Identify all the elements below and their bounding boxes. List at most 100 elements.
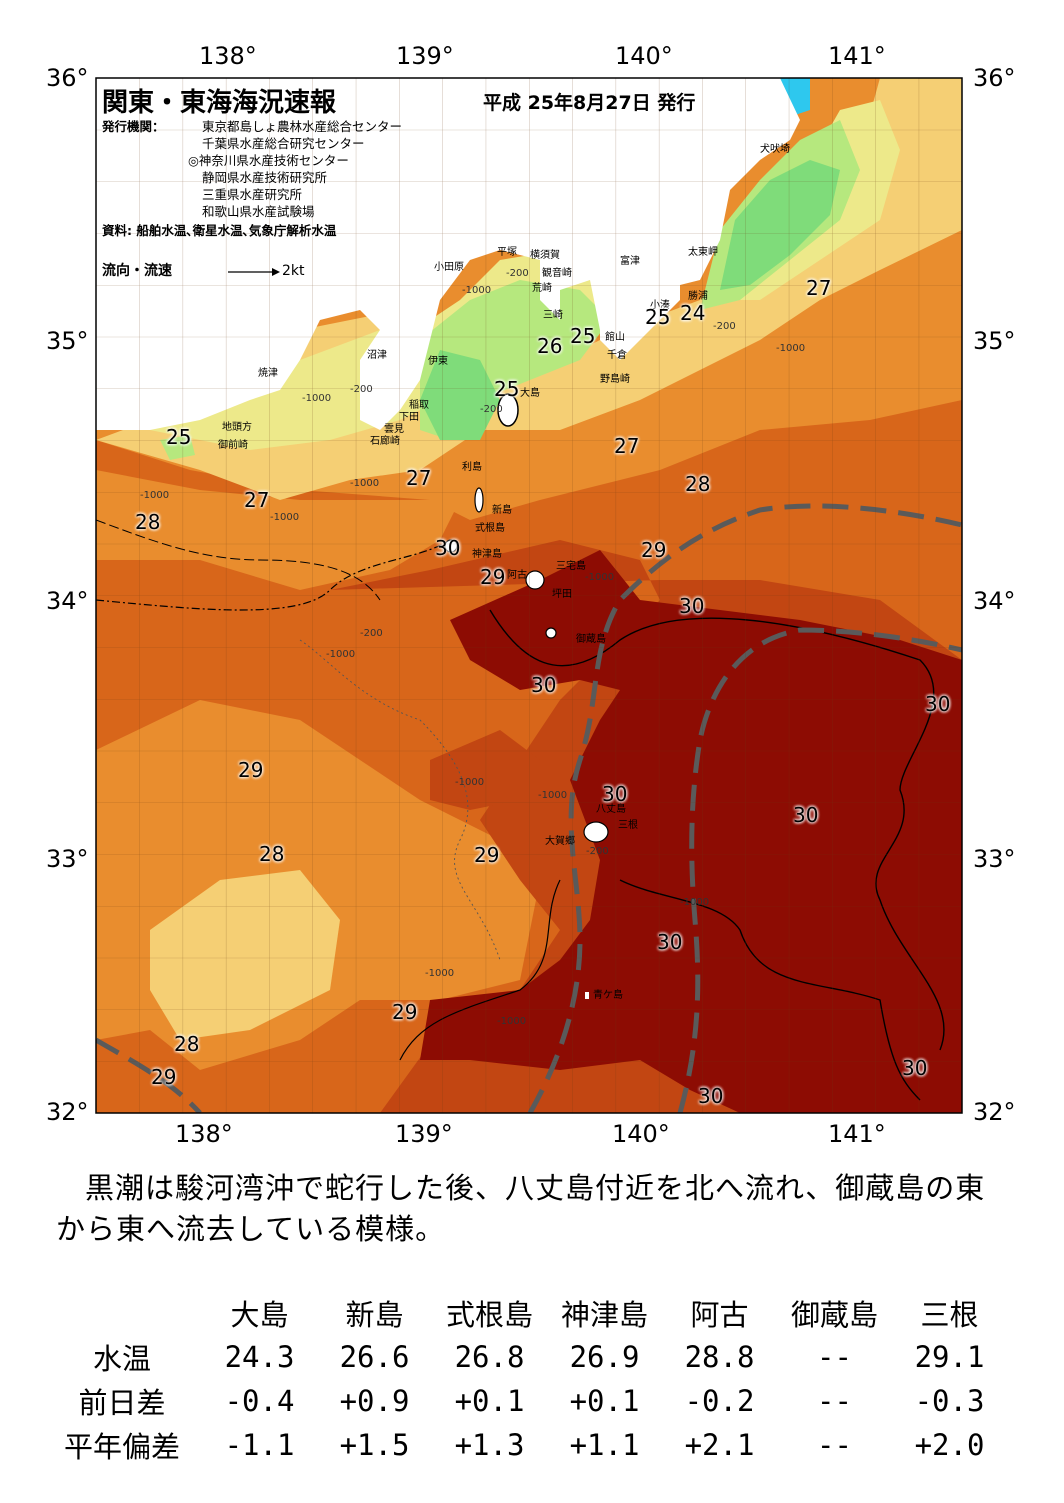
depth-label: -1000 (302, 393, 332, 404)
isotherm-label: 28 (685, 472, 711, 496)
org-2: 千葉県水産総合研究センター (202, 136, 365, 151)
depth-label: -200 (713, 321, 736, 332)
place-tateyama: 館山 (605, 332, 625, 343)
row-label: 平年偏差 (63, 1430, 180, 1464)
place-mitsune: 三根 (618, 820, 638, 831)
isotherm-label: 29 (641, 538, 667, 562)
lon-bottom-138: 138° (175, 1120, 233, 1148)
table-cell: 24.3 (224, 1340, 295, 1374)
org-label: 発行機関： (102, 119, 165, 134)
map-title: 関東・東海海況速報 (102, 88, 337, 118)
station-name: 三根 (920, 1298, 979, 1332)
place-chikura: 千倉 (607, 350, 627, 361)
isotherm-label: 30 (679, 594, 705, 618)
row-label: 水温 (92, 1342, 151, 1376)
table-row: 前日差 -0.4 +0.9 +0.1 +0.1 -0.2 -- -0.3 (42, 1379, 1007, 1423)
map-frame (95, 77, 963, 1114)
isotherm-label: 29 (480, 565, 506, 589)
depth-label: -1000 (425, 968, 455, 979)
place-taitomisaki: 太東岬 (688, 247, 718, 258)
depth-label: -1000 (680, 897, 710, 908)
issue-date: 平成 25年8月27日 発行 (483, 92, 696, 114)
depth-label: -200 (586, 846, 609, 857)
lat-right-36: 36° (973, 64, 1016, 92)
isotherm-label: 28 (259, 842, 285, 866)
org-3: ◎神奈川県水産技術センター (188, 153, 349, 168)
isotherm-label: 29 (474, 843, 500, 867)
lon-bottom-140: 140° (612, 1120, 670, 1148)
station-name: 式根島 (445, 1298, 533, 1332)
place-aogashima: 青ケ島 (593, 990, 623, 1001)
lon-top-138: 138° (199, 42, 257, 70)
isotherm-label: 30 (925, 692, 951, 716)
org-1: 東京都島しょ農林水産総合センター (202, 119, 403, 134)
isotherm-label: 27 (806, 276, 832, 300)
lat-left-32: 32° (46, 1098, 89, 1126)
lat-left-34: 34° (46, 587, 89, 615)
depth-label: -200 (506, 268, 529, 279)
table-cell: -0.3 (914, 1384, 985, 1418)
lon-bottom-141: 141° (828, 1120, 886, 1148)
isotherm-label: 29 (151, 1065, 177, 1089)
lat-left-33: 33° (46, 845, 89, 873)
table-cell: +0.1 (454, 1384, 525, 1418)
place-shikinejima: 式根島 (475, 523, 505, 534)
table-cell: 26.8 (454, 1340, 525, 1374)
lon-top-141: 141° (828, 42, 886, 70)
place-yokosuka: 横須賀 (530, 250, 560, 261)
depth-label: -200 (350, 384, 373, 395)
table-cell: -- (817, 1384, 852, 1418)
table-header-row: 大島 新島 式根島 神津島 阿古 御蔵島 三根 (42, 1291, 1007, 1335)
isotherm-label: 30 (657, 930, 683, 954)
place-miyakejima: 三宅島 (556, 561, 586, 572)
place-shimoda: 下田 (399, 412, 419, 423)
depth-label: -1000 (140, 490, 170, 501)
isotherm-label: 25 (166, 425, 192, 449)
lon-top-140: 140° (615, 42, 673, 70)
depth-label: -200 (480, 404, 503, 415)
isotherm-label: 30 (435, 536, 461, 560)
station-name: 大島 (230, 1298, 289, 1332)
isotherm-label: 27 (406, 466, 432, 490)
isotherm-label: 24 (680, 301, 706, 325)
isotherm-label: 29 (392, 1000, 418, 1024)
data-source: 資料: 船舶水温､衛星水温､気象庁解析水温 (102, 223, 337, 238)
table-row: 水温 24.3 26.6 26.8 26.9 28.8 -- 29.1 (42, 1335, 1007, 1379)
depth-label: -1000 (462, 285, 492, 296)
table-row: 平年偏差 -1.1 +1.5 +1.3 +1.1 +2.1 -- +2.0 (42, 1423, 1007, 1467)
isotherm-label: 30 (793, 803, 819, 827)
place-odawara: 小田原 (434, 262, 464, 273)
place-futtsu: 富津 (620, 256, 640, 267)
table-cell: -0.2 (684, 1384, 755, 1418)
lat-left-36: 36° (46, 64, 89, 92)
place-inatori: 稲取 (409, 400, 429, 411)
flow-legend-label: 流向・流速 (102, 263, 172, 279)
depth-label: -1000 (270, 512, 300, 523)
place-yaizu: 焼津 (258, 368, 278, 379)
table-cell: +1.5 (339, 1428, 410, 1462)
table-cell: +2.0 (914, 1428, 985, 1462)
table-cell: +2.1 (684, 1428, 755, 1462)
place-kumomi: 雲見 (384, 424, 404, 435)
station-temperature-table: 大島 新島 式根島 神津島 阿古 御蔵島 三根 水温 24.3 26.6 26.… (42, 1291, 1007, 1467)
station-name: 御蔵島 (790, 1298, 878, 1332)
table-cell: -1.1 (224, 1428, 295, 1462)
place-omaezaki: 御前崎 (218, 440, 248, 451)
place-toshima: 利島 (462, 462, 482, 473)
isotherm-label: 25 (645, 305, 671, 329)
table-cell: 26.6 (339, 1340, 410, 1374)
depth-label: -1000 (585, 572, 615, 583)
isotherm-label: 30 (602, 782, 628, 806)
table-cell: -- (817, 1428, 852, 1462)
place-misaki: 三崎 (543, 310, 563, 321)
table-cell: +0.1 (569, 1384, 640, 1418)
depth-label: -1000 (326, 649, 356, 660)
place-mikurajima: 御蔵島 (576, 634, 606, 645)
isotherm-label: 25 (494, 377, 520, 401)
kuroshio-description: 黒潮は駿河湾沖で蛇行した後、八丈島付近を北へ流れ、御蔵島の東から東へ流去している… (56, 1171, 986, 1246)
place-kozushima: 神津島 (472, 549, 502, 560)
lat-right-34: 34° (973, 587, 1016, 615)
lat-left-35: 35° (46, 327, 89, 355)
place-okago: 大賀郷 (545, 836, 575, 847)
place-kominato: 小湊 (650, 300, 670, 311)
